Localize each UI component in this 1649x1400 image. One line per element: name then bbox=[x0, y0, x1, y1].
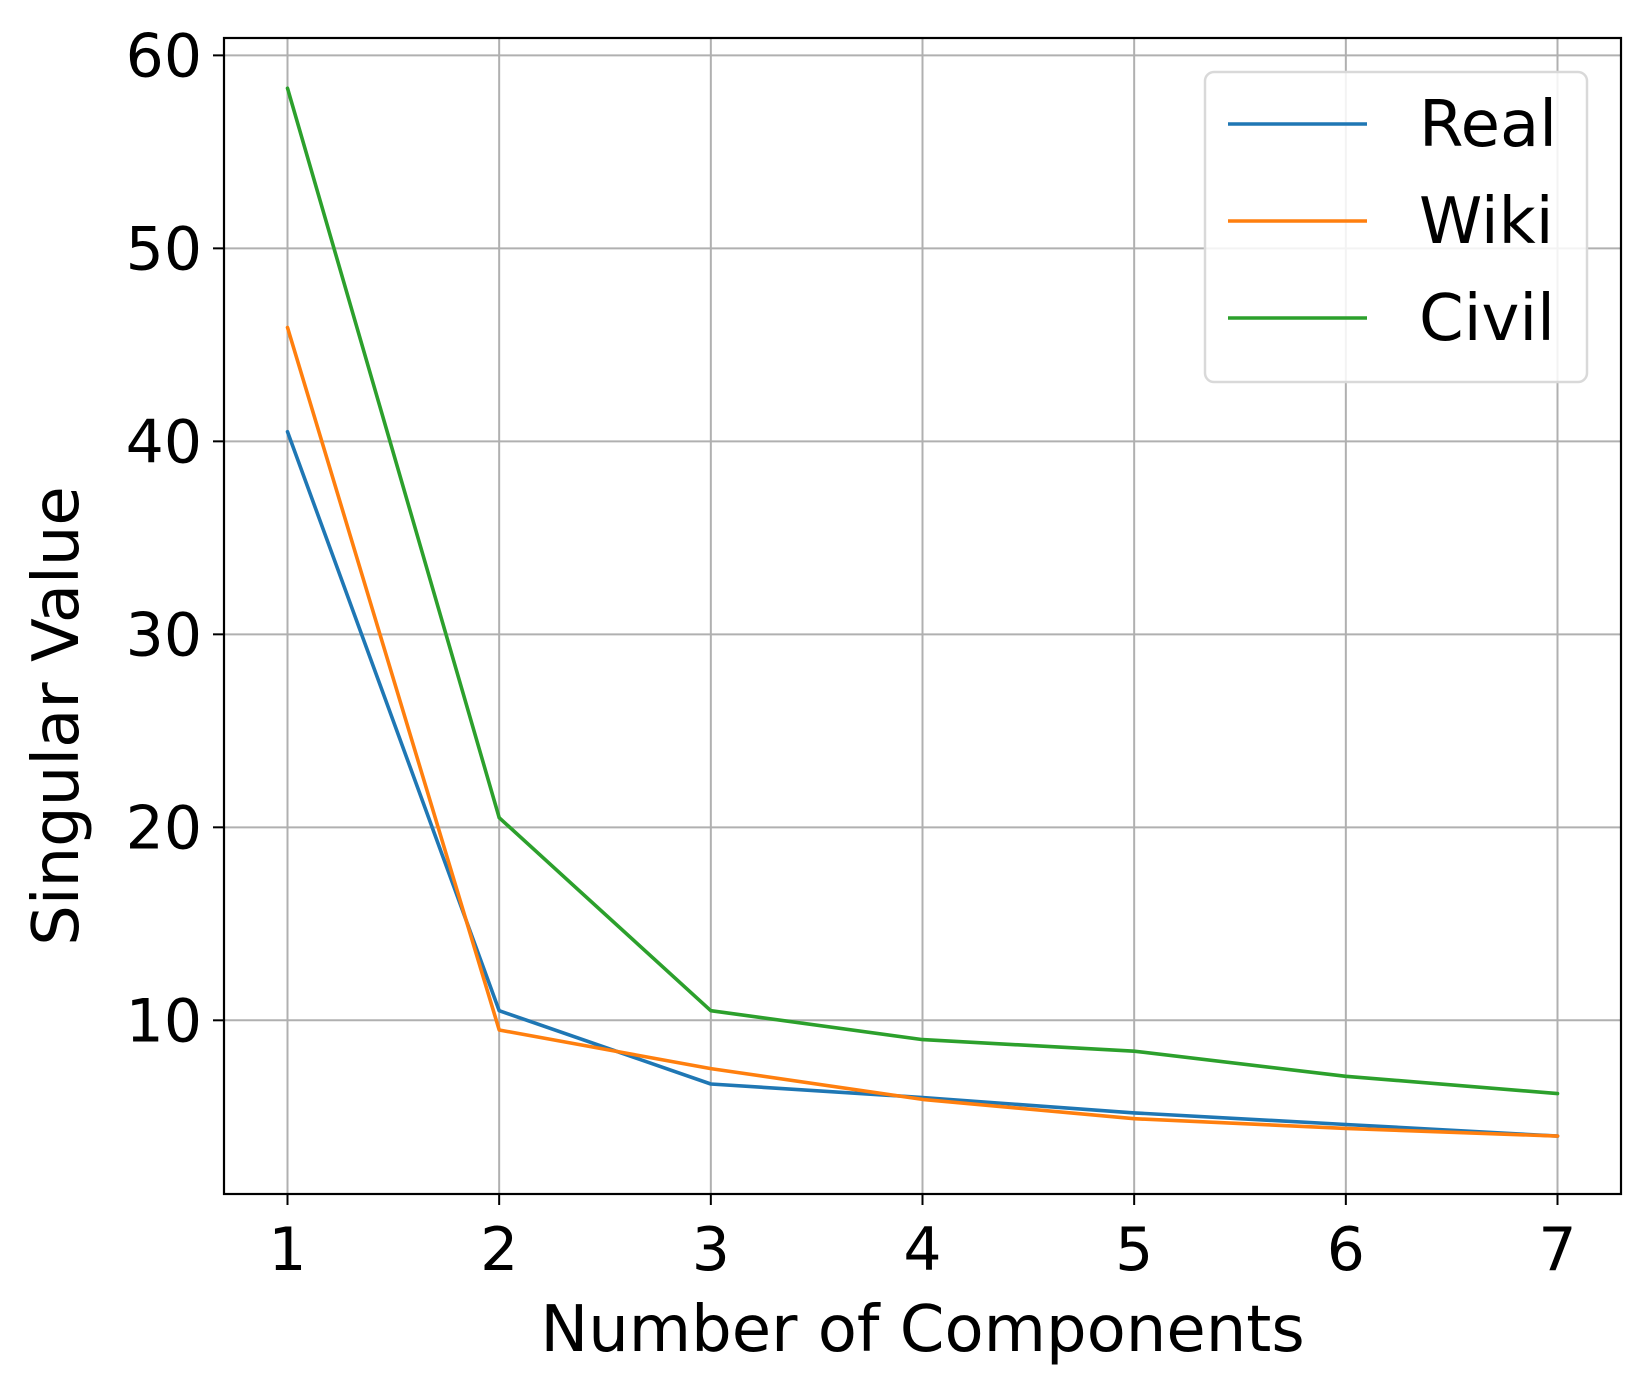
x-tick-label: 5 bbox=[1115, 1215, 1153, 1285]
y-tick-label: 10 bbox=[126, 986, 202, 1056]
y-tick-label: 40 bbox=[126, 407, 202, 477]
x-tick-label: 3 bbox=[692, 1215, 730, 1285]
series-lines bbox=[285, 86, 1560, 1138]
legend-box bbox=[1203, 70, 1589, 384]
legend-label-civil: Civil bbox=[1419, 282, 1555, 356]
legend-label-wiki: Wiki bbox=[1419, 185, 1554, 259]
y-tick-label: 20 bbox=[126, 793, 202, 863]
x-tick-label: 7 bbox=[1538, 1215, 1576, 1285]
legend-label-real: Real bbox=[1419, 88, 1557, 162]
series-line-civil bbox=[285, 86, 1560, 1096]
series-line-real bbox=[285, 429, 1560, 1138]
x-tick-label: 6 bbox=[1327, 1215, 1365, 1285]
y-axis-label: Singular Value bbox=[20, 486, 94, 946]
y-tick-label: 30 bbox=[126, 600, 202, 670]
y-tick-label: 60 bbox=[126, 21, 202, 91]
x-tick-label: 4 bbox=[903, 1215, 941, 1285]
series-line-wiki bbox=[285, 325, 1560, 1138]
x-tick-label: 2 bbox=[480, 1215, 518, 1285]
x-tick-label: 1 bbox=[268, 1215, 306, 1285]
y-tick-label: 50 bbox=[126, 214, 202, 284]
axis-ticks: 1 2 3 4 5 6 7 10 20 30 40 50 60 bbox=[126, 21, 1577, 1285]
x-axis-label: Number of Components bbox=[540, 1293, 1304, 1367]
grid bbox=[224, 38, 1621, 1194]
legend: Real Wiki Civil bbox=[1203, 70, 1589, 384]
